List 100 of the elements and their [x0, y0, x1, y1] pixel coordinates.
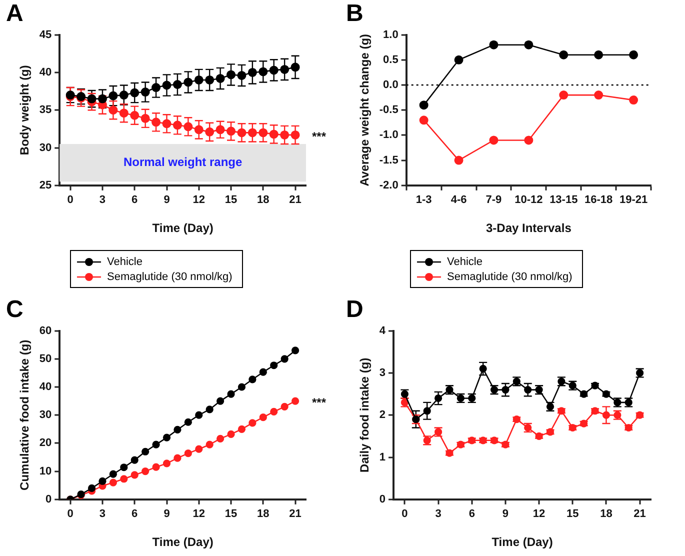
point [120, 475, 128, 483]
point [162, 119, 172, 128]
point [98, 477, 106, 485]
legend-label: Semaglutide (30 nmol/kg) [107, 270, 232, 282]
point [216, 397, 224, 405]
point [130, 471, 138, 479]
point [291, 346, 300, 354]
point [205, 75, 214, 84]
y-tick-label: -1.5 [379, 154, 398, 166]
point [489, 40, 498, 50]
point [184, 418, 192, 426]
point [184, 450, 192, 458]
point [594, 90, 604, 100]
point [489, 136, 498, 145]
point [152, 118, 161, 127]
point [87, 94, 96, 104]
point [454, 55, 464, 64]
point [162, 434, 171, 442]
point [629, 50, 638, 60]
point [108, 91, 118, 100]
x-tick-label: 3 [435, 508, 442, 520]
x-tick-label: 15 [566, 508, 579, 520]
x-tick-label: 9 [164, 508, 170, 520]
point [559, 90, 568, 100]
point [524, 136, 534, 145]
point [109, 470, 117, 478]
point [419, 100, 428, 110]
point [419, 116, 428, 125]
point [602, 411, 610, 419]
point [152, 440, 160, 448]
y-tick-label: 10 [39, 465, 52, 478]
y-axis-title: Body weight (g) [18, 65, 32, 156]
point [162, 460, 171, 468]
point [205, 127, 214, 136]
point [172, 80, 182, 89]
point [454, 156, 464, 165]
point [524, 40, 534, 50]
x-tick-label: 12 [532, 508, 546, 520]
x-tick-label: 18 [600, 508, 612, 520]
y-tick-label: 0.0 [383, 79, 398, 92]
point [130, 456, 138, 464]
point [280, 64, 290, 74]
y-tick-label: -0.5 [379, 104, 398, 116]
x-tick-label: 4-6 [450, 194, 467, 206]
x-tick-label: 6 [132, 194, 138, 206]
point [140, 114, 150, 123]
point [119, 90, 128, 100]
point [258, 128, 268, 138]
point [227, 430, 235, 438]
point [290, 62, 300, 72]
point [226, 70, 236, 80]
chart-title: D [346, 296, 364, 324]
x-tick-label: 7-9 [486, 194, 502, 206]
point [248, 128, 257, 138]
x-axis-title: Time (Day) [152, 535, 214, 550]
point [120, 464, 128, 472]
y-tick-label: 30 [39, 142, 52, 154]
x-tick-label: 0 [67, 194, 74, 206]
point [269, 130, 278, 139]
x-tick-label: 15 [224, 194, 238, 206]
point [238, 425, 246, 433]
point [195, 445, 203, 453]
x-tick-label: 15 [224, 508, 238, 520]
point [195, 411, 203, 419]
x-tick-label: 21 [289, 508, 302, 520]
point [142, 448, 150, 456]
point [269, 66, 278, 75]
point [227, 390, 235, 398]
x-tick-label: 12 [192, 508, 206, 520]
point [248, 68, 257, 77]
point [290, 130, 300, 140]
x-tick-label: 6 [132, 508, 138, 520]
legend-label: Vehicle [447, 256, 482, 268]
x-tick-label: 21 [634, 508, 646, 520]
point [119, 108, 128, 118]
x-tick-label: 6 [468, 508, 475, 520]
y-axis-title: Average weight change (g) [358, 34, 372, 186]
x-tick-label: 13-15 [550, 194, 578, 206]
point [109, 478, 117, 486]
point [172, 120, 182, 130]
x-axis-title: Time (Day) [152, 221, 214, 236]
point [280, 355, 288, 363]
point [280, 130, 290, 140]
point [248, 419, 256, 427]
point [629, 96, 638, 105]
y-tick-label: 0 [379, 493, 386, 506]
point [559, 50, 568, 60]
x-tick-label: 3 [99, 194, 106, 206]
point [226, 126, 236, 136]
point [216, 125, 225, 134]
band-label: Normal weight range [123, 155, 242, 170]
y-tick-label: 0 [46, 493, 52, 506]
point [152, 83, 161, 92]
point [130, 88, 140, 98]
point [194, 75, 204, 84]
point [108, 106, 118, 115]
point [130, 110, 140, 120]
point [238, 383, 246, 391]
y-tick-label: 45 [39, 28, 52, 41]
x-tick-label: 9 [164, 194, 170, 206]
